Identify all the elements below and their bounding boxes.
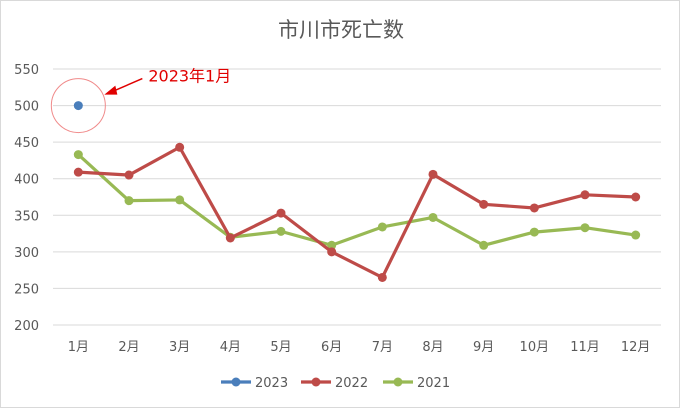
annotation-circle	[50, 78, 106, 134]
legend-label: 2023	[255, 376, 288, 391]
data-point-2022	[175, 142, 185, 152]
data-point-2022	[428, 169, 438, 179]
annotation: 2023年1月	[50, 67, 231, 134]
data-point-2021	[327, 240, 337, 250]
x-tick-label: 10月	[520, 340, 550, 355]
data-point-2021	[479, 240, 489, 250]
x-tick-label: 8月	[422, 340, 443, 355]
y-axis-ticks: 200 250 300 350 400 450 500 550	[14, 63, 39, 334]
series-layer	[73, 101, 641, 282]
legend-item-2022: 2022	[301, 376, 368, 391]
data-point-2021	[428, 212, 438, 222]
data-point-2022	[479, 199, 489, 209]
x-tick-label: 5月	[270, 340, 291, 355]
data-point-2023	[73, 101, 83, 111]
annotation-arrow-head	[104, 85, 118, 95]
data-point-2022	[580, 190, 590, 200]
y-tick-label: 550	[14, 63, 39, 78]
x-tick-label: 6月	[321, 340, 342, 355]
data-point-2022	[225, 233, 235, 243]
x-tick-label: 1月	[68, 340, 89, 355]
annotation-label: 2023年1月	[148, 67, 231, 86]
data-point-2022	[276, 208, 286, 218]
data-point-2022	[631, 192, 641, 202]
y-tick-label: 200	[14, 319, 39, 334]
y-tick-label: 450	[14, 136, 39, 151]
data-point-2022	[327, 247, 337, 257]
data-point-2021	[73, 150, 83, 160]
x-tick-label: 2月	[118, 340, 139, 355]
legend-label: 2022	[335, 376, 368, 391]
y-tick-label: 250	[14, 282, 39, 297]
data-point-2021	[124, 196, 134, 206]
series-2023	[73, 101, 83, 111]
data-point-2022	[377, 272, 387, 282]
grid-lines	[53, 68, 661, 326]
data-point-2021	[631, 230, 641, 240]
data-point-2021	[175, 195, 185, 205]
legend: 2023 2022 2021	[221, 376, 450, 391]
x-tick-label: 4月	[220, 340, 241, 355]
x-tick-label: 12月	[621, 340, 651, 355]
y-tick-label: 350	[14, 209, 39, 224]
data-point-2022	[124, 170, 134, 180]
x-tick-label: 7月	[372, 340, 393, 355]
legend-item-2021: 2021	[383, 376, 450, 391]
x-axis-ticks: 1月 2月 3月 4月 5月 6月 7月 8月 9月 10月 11月 12月	[68, 340, 651, 355]
series-line-2021	[76, 152, 638, 247]
y-tick-label: 500	[14, 100, 39, 115]
x-tick-label: 3月	[169, 340, 190, 355]
data-point-2021	[276, 226, 286, 236]
x-tick-label: 9月	[473, 340, 494, 355]
y-tick-label: 400	[14, 173, 39, 188]
legend-swatch-marker	[393, 377, 403, 387]
data-point-2022	[529, 203, 539, 213]
data-point-2021	[529, 227, 539, 237]
series-line-2022	[76, 145, 638, 280]
legend-swatch-marker	[231, 377, 241, 387]
chart-title: 市川市死亡数	[278, 18, 404, 42]
legend-item-2023: 2023	[221, 376, 288, 391]
data-point-2022	[73, 167, 83, 177]
legend-label: 2021	[417, 376, 450, 391]
series-2022	[73, 142, 641, 282]
series-2021	[73, 150, 641, 250]
y-tick-label: 300	[14, 246, 39, 261]
data-point-2021	[580, 223, 590, 233]
legend-swatch-marker	[311, 377, 321, 387]
annotation-arrow-shaft	[112, 77, 143, 93]
x-tick-label: 11月	[570, 340, 600, 355]
data-point-2021	[377, 222, 387, 232]
